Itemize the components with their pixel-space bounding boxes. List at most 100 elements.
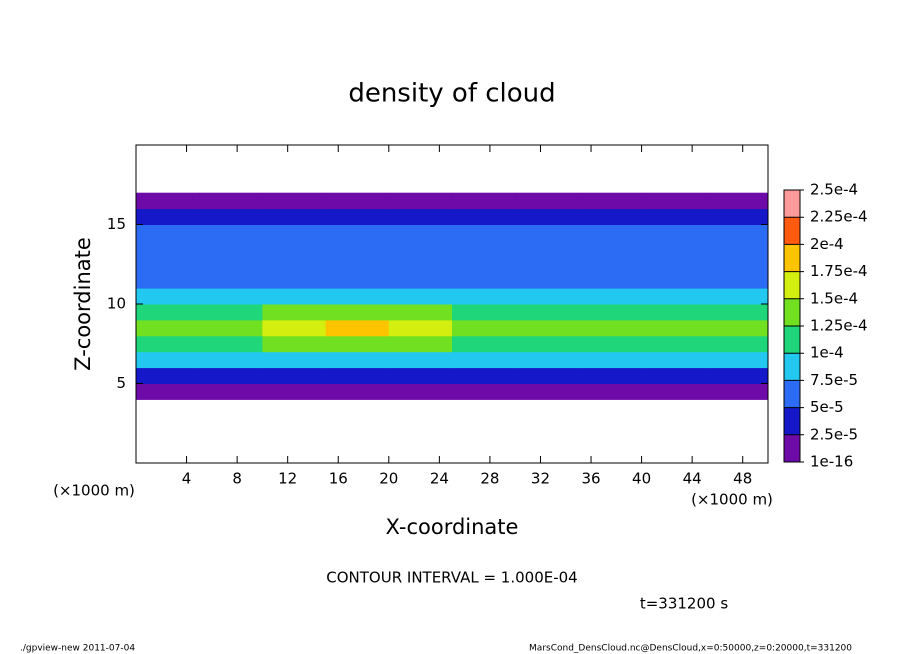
heat-cell [262, 192, 327, 210]
heat-cell [388, 288, 453, 305]
colorbar-label: 2.5e-5 [810, 425, 858, 443]
x-tick-label: 48 [733, 470, 752, 488]
heat-cell [388, 224, 453, 241]
colorbar-label: 2.5e-4 [810, 181, 858, 199]
colorbar-swatch [784, 407, 800, 435]
heat-cell [578, 335, 643, 353]
heat-cell [136, 240, 200, 257]
x-tick-label: 40 [632, 470, 651, 488]
heat-cell [136, 335, 200, 353]
x-tick-label: 8 [232, 470, 242, 488]
heat-cell [515, 335, 579, 353]
heat-cell [262, 288, 327, 305]
heat-cell [262, 319, 327, 337]
footer: MarsCond_DensCloud.nc@DensCloud,x=0:5000… [529, 644, 852, 654]
heat-cell [325, 304, 390, 321]
heat-cell [199, 208, 263, 225]
heat-cell [641, 304, 706, 321]
heat-cell [262, 304, 327, 321]
heat-cell [578, 351, 643, 369]
colorbar-swatch [784, 217, 800, 245]
colorbar-label: 7.5e-5 [810, 371, 858, 389]
heat-cell [325, 240, 390, 257]
x-tick-label: 28 [480, 470, 499, 488]
heat-cell [199, 351, 263, 369]
heat-cell [388, 272, 453, 289]
heat-cell [199, 319, 263, 337]
heat-cell [262, 367, 327, 384]
heat-cell [388, 208, 453, 225]
heat-cell [578, 224, 643, 241]
heat-cell [388, 335, 453, 353]
heat-cell [136, 383, 200, 400]
heat-cell [641, 367, 706, 384]
heat-cell [452, 383, 516, 400]
heat-cell [578, 319, 643, 337]
heat-cell [325, 208, 390, 225]
heat-cell [515, 240, 579, 257]
heat-cell [452, 351, 516, 369]
heat-cell [136, 288, 200, 305]
chart-title: density of cloud [348, 79, 555, 109]
heat-cell [199, 240, 263, 257]
heat-cell [325, 192, 390, 210]
heat-cell [136, 304, 200, 321]
heat-cell [641, 192, 706, 210]
heat-cell [388, 319, 453, 337]
heat-cell [641, 351, 706, 369]
heat-cell [578, 192, 643, 210]
heat-cell [325, 256, 390, 273]
heat-cell [325, 367, 390, 384]
heat-cell [704, 383, 769, 400]
heat-cell [578, 304, 643, 321]
heat-cell [136, 224, 200, 241]
heat-cell [199, 224, 263, 241]
heat-cell [136, 192, 200, 210]
colorbar-swatch [784, 298, 800, 326]
heat-cell [325, 351, 390, 369]
heat-cell [136, 208, 200, 225]
heat-cell [388, 383, 453, 400]
heat-cell [452, 288, 516, 305]
heat-cell [452, 208, 516, 225]
colorbar-label: 1.75e-4 [810, 262, 868, 280]
y-axis-label: Z-coordinate [71, 237, 95, 371]
heat-cell [578, 288, 643, 305]
heat-cell [704, 288, 769, 305]
heat-cell [578, 367, 643, 384]
footer: ./gpview-new 2011-07-04 [20, 644, 135, 654]
x-tick-label: 32 [531, 470, 550, 488]
heat-cell [388, 351, 453, 369]
heat-cell [452, 304, 516, 321]
colorbar-label: 1e-4 [810, 344, 844, 362]
heat-cell [388, 192, 453, 210]
heat-cell [704, 224, 769, 241]
x-tick-label: 44 [683, 470, 702, 488]
x-tick-label: 36 [581, 470, 600, 488]
heat-cell [515, 192, 579, 210]
heat-cell [704, 272, 769, 289]
colorbar-swatch [784, 244, 800, 272]
heat-cell [704, 208, 769, 225]
heat-cell [578, 256, 643, 273]
colorbar-frame [783, 189, 801, 463]
heat-cell [452, 192, 516, 210]
heat-cell [641, 224, 706, 241]
heat-cell [452, 272, 516, 289]
heat-cell [641, 288, 706, 305]
contour-note: CONTOUR INTERVAL = 1.000E-04 [326, 569, 577, 587]
heat-cell [199, 304, 263, 321]
heat-cell [452, 335, 516, 353]
y-tick-label: 15 [107, 215, 126, 233]
colorbar-swatch [784, 434, 800, 462]
heat-cell [325, 319, 390, 337]
heat-cell [641, 208, 706, 225]
colorbar-label: 2.25e-4 [810, 208, 868, 226]
heat-cell [452, 367, 516, 384]
heat-cell [452, 256, 516, 273]
x-tick-label: 4 [182, 470, 192, 488]
y-tick-label: 10 [107, 295, 126, 313]
heat-cell [515, 367, 579, 384]
time-note: t=331200 s [640, 595, 728, 613]
heat-cell [388, 367, 453, 384]
